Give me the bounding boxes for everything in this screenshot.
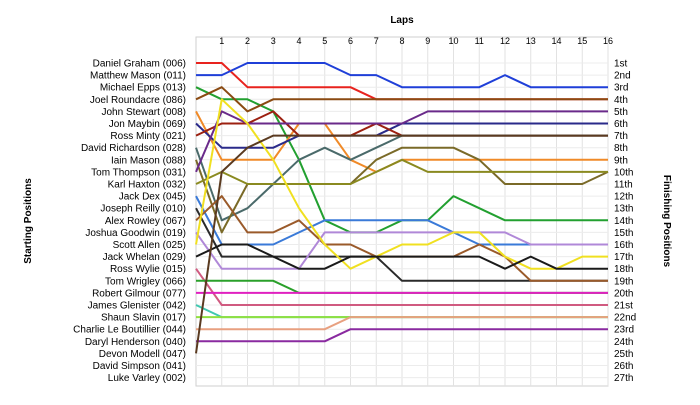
series-line-10	[195, 110, 608, 173]
series-line-11	[195, 158, 608, 185]
finishing-position-label: 11th	[614, 180, 633, 191]
starting-driver-label: Jack Whelan (029)	[103, 252, 186, 263]
lap-tick-label: 4	[296, 36, 301, 46]
starting-driver-label: Ross Minty (021)	[110, 131, 186, 142]
chart-title: Laps	[390, 15, 414, 26]
series-line-17	[195, 243, 608, 270]
finishing-position-label: 27th	[614, 373, 633, 384]
finishing-position-label: 9th	[614, 155, 628, 166]
finishing-position-label: 5th	[614, 107, 628, 118]
starting-driver-label: Charlie Le Boutillier (044)	[73, 325, 186, 336]
lap-tick-label: 9	[425, 36, 430, 46]
series-line-2	[196, 62, 608, 89]
series-line-18	[195, 268, 608, 306]
series-line-4	[195, 86, 608, 113]
finishing-position-label: 7th	[614, 131, 628, 142]
starting-driver-label: Joshua Goodwin (019)	[85, 228, 186, 239]
finishing-position-label: 13th	[614, 204, 633, 215]
lap-tick-label: 16	[603, 36, 613, 46]
lap-tick-label: 6	[348, 36, 353, 46]
starting-driver-label: Ross Wylie (015)	[110, 264, 186, 275]
finishing-position-label: 21st	[614, 301, 633, 312]
finishing-position-label: 10th	[614, 167, 633, 178]
finishing-position-label: 2nd	[614, 71, 631, 82]
starting-driver-label: David Simpson (041)	[93, 361, 186, 372]
finishing-position-label: 4th	[614, 95, 628, 106]
finishing-position-label: 6th	[614, 119, 628, 130]
starting-driver-label: Jon Maybin (069)	[109, 119, 186, 130]
lap-tick-label: 7	[374, 36, 379, 46]
lap-tick-label: 12	[500, 36, 510, 46]
starting-driver-label: Scott Allen (025)	[113, 240, 186, 251]
starting-driver-label: Karl Haxton (032)	[108, 180, 186, 191]
lap-tick-label: 1	[219, 36, 224, 46]
finishing-position-label: 23rd	[614, 325, 634, 336]
finishing-position-label: 19th	[614, 276, 633, 287]
finishing-labels: 1st2nd3rd4th5th6th7th8th9th10th11th12th1…	[614, 59, 636, 385]
lap-tick-label: 3	[271, 36, 276, 46]
starting-driver-label: Matthew Mason (011)	[90, 71, 186, 82]
starting-driver-label: David Richardson (028)	[81, 143, 186, 154]
starting-driver-label: Joseph Reilly (010)	[100, 204, 186, 215]
finishing-position-label: 12th	[614, 192, 633, 203]
y-axis-label-right: Finishing Positions	[661, 175, 672, 268]
starting-driver-label: Tom Wrigley (066)	[105, 276, 186, 287]
lap-tick-label: 13	[526, 36, 536, 46]
starting-driver-label: Alex Rowley (067)	[105, 216, 186, 227]
starting-driver-label: James Glenister (042)	[88, 301, 186, 312]
series-layer	[195, 62, 609, 354]
finishing-position-label: 24th	[614, 337, 633, 348]
finishing-position-label: 14th	[614, 216, 633, 227]
starting-driver-label: Joel Roundacre (086)	[90, 95, 186, 106]
lap-tick-label: 5	[322, 36, 327, 46]
lap-tick-label: 8	[399, 36, 404, 46]
series-line-16	[195, 98, 608, 270]
series-line-23	[196, 316, 608, 331]
finishing-position-label: 17th	[614, 252, 633, 263]
starting-driver-label: Iain Mason (088)	[111, 155, 186, 166]
starting-driver-label: Michael Epps (013)	[100, 83, 186, 94]
starting-driver-label: Jack Dex (045)	[119, 192, 186, 203]
finishing-position-label: 1st	[614, 59, 628, 70]
lap-tick-label: 15	[577, 36, 587, 46]
starting-driver-label: Luke Varley (002)	[108, 373, 186, 384]
finishing-position-label: 20th	[614, 288, 633, 299]
finishing-position-label: 22nd	[614, 313, 636, 324]
lap-tick-label: 11	[475, 36, 484, 46]
starting-driver-label: Daryl Henderson (040)	[85, 337, 186, 348]
starting-driver-label: Daniel Graham (006)	[93, 59, 186, 70]
starting-driver-label: Tom Thompson (031)	[91, 167, 186, 178]
starting-driver-label: John Stewart (008)	[102, 107, 187, 118]
lap-labels: 1 2 3 4 5 6 7 8 9 10 11 12 13 14 15 16	[219, 36, 613, 46]
starting-driver-label: Shaun Slavin (017)	[101, 313, 186, 324]
starting-labels: Daniel Graham (006)Matthew Mason (011)Mi…	[73, 59, 186, 385]
finishing-position-label: 16th	[614, 240, 633, 251]
finishing-position-label: 18th	[614, 264, 633, 275]
lap-tick-label: 14	[551, 36, 561, 46]
y-axis-label-left: Starting Positions	[23, 178, 34, 264]
lap-tick-label: 2	[245, 36, 250, 46]
lap-tick-label: 10	[448, 36, 458, 46]
finishing-position-label: 8th	[614, 143, 628, 154]
starting-driver-label: Devon Modell (047)	[99, 349, 186, 360]
finishing-position-label: 25th	[614, 349, 633, 360]
series-line-24	[196, 328, 608, 343]
series-line-15	[195, 231, 608, 270]
series-line-25	[195, 134, 608, 354]
starting-driver-label: Robert Gilmour (077)	[92, 288, 186, 299]
finishing-position-label: 26th	[614, 361, 633, 372]
finishing-position-label: 15th	[614, 228, 633, 239]
finishing-position-label: 3rd	[614, 83, 628, 94]
